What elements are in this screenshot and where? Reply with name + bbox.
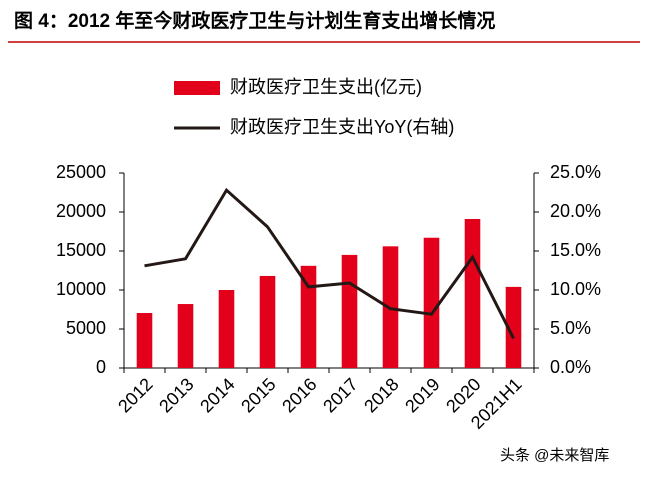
- y-tick-label: 10000: [56, 279, 106, 299]
- x-tick-label: 2018: [360, 374, 402, 416]
- bar: [218, 290, 235, 368]
- y2-tick-label: 15.0%: [550, 240, 601, 260]
- legend-label: 财政医疗卫生支出YoY(右轴): [230, 117, 454, 137]
- y2-tick-label: 0.0%: [550, 357, 591, 377]
- chart-title: 图 4：2012 年至今财政医疗卫生与计划生育支出增长情况: [14, 9, 495, 32]
- x-tick-label: 2017: [319, 374, 361, 416]
- bar: [423, 237, 440, 368]
- bar: [505, 286, 522, 368]
- bar: [300, 265, 317, 368]
- legend-swatch: [174, 81, 220, 95]
- legend-label: 财政医疗卫生支出(亿元): [230, 77, 422, 97]
- x-tick-label: 2016: [278, 374, 320, 416]
- bar: [177, 304, 194, 368]
- x-tick-label: 2014: [196, 374, 238, 416]
- x-tick-label: 2015: [237, 374, 279, 416]
- line: [144, 187, 515, 340]
- y-tick-label: 0: [96, 357, 106, 377]
- y-tick-label: 25000: [56, 162, 106, 182]
- y2-tick-label: 25.0%: [550, 162, 601, 182]
- bar: [464, 219, 481, 368]
- bar: [341, 254, 358, 368]
- x-tick-label: 2012: [114, 374, 156, 416]
- y-tick-label: 15000: [56, 240, 106, 260]
- y-tick-label: 20000: [56, 201, 106, 221]
- x-tick-label: 2013: [155, 374, 197, 416]
- x-tick-label: 2019: [401, 374, 443, 416]
- bar: [136, 313, 153, 368]
- y2-tick-label: 20.0%: [550, 201, 601, 221]
- y-tick-label: 5000: [66, 318, 106, 338]
- watermark: 头条 @未来智库: [500, 446, 609, 464]
- y2-tick-label: 10.0%: [550, 279, 601, 299]
- y2-tick-label: 5.0%: [550, 318, 591, 338]
- bar: [259, 275, 276, 368]
